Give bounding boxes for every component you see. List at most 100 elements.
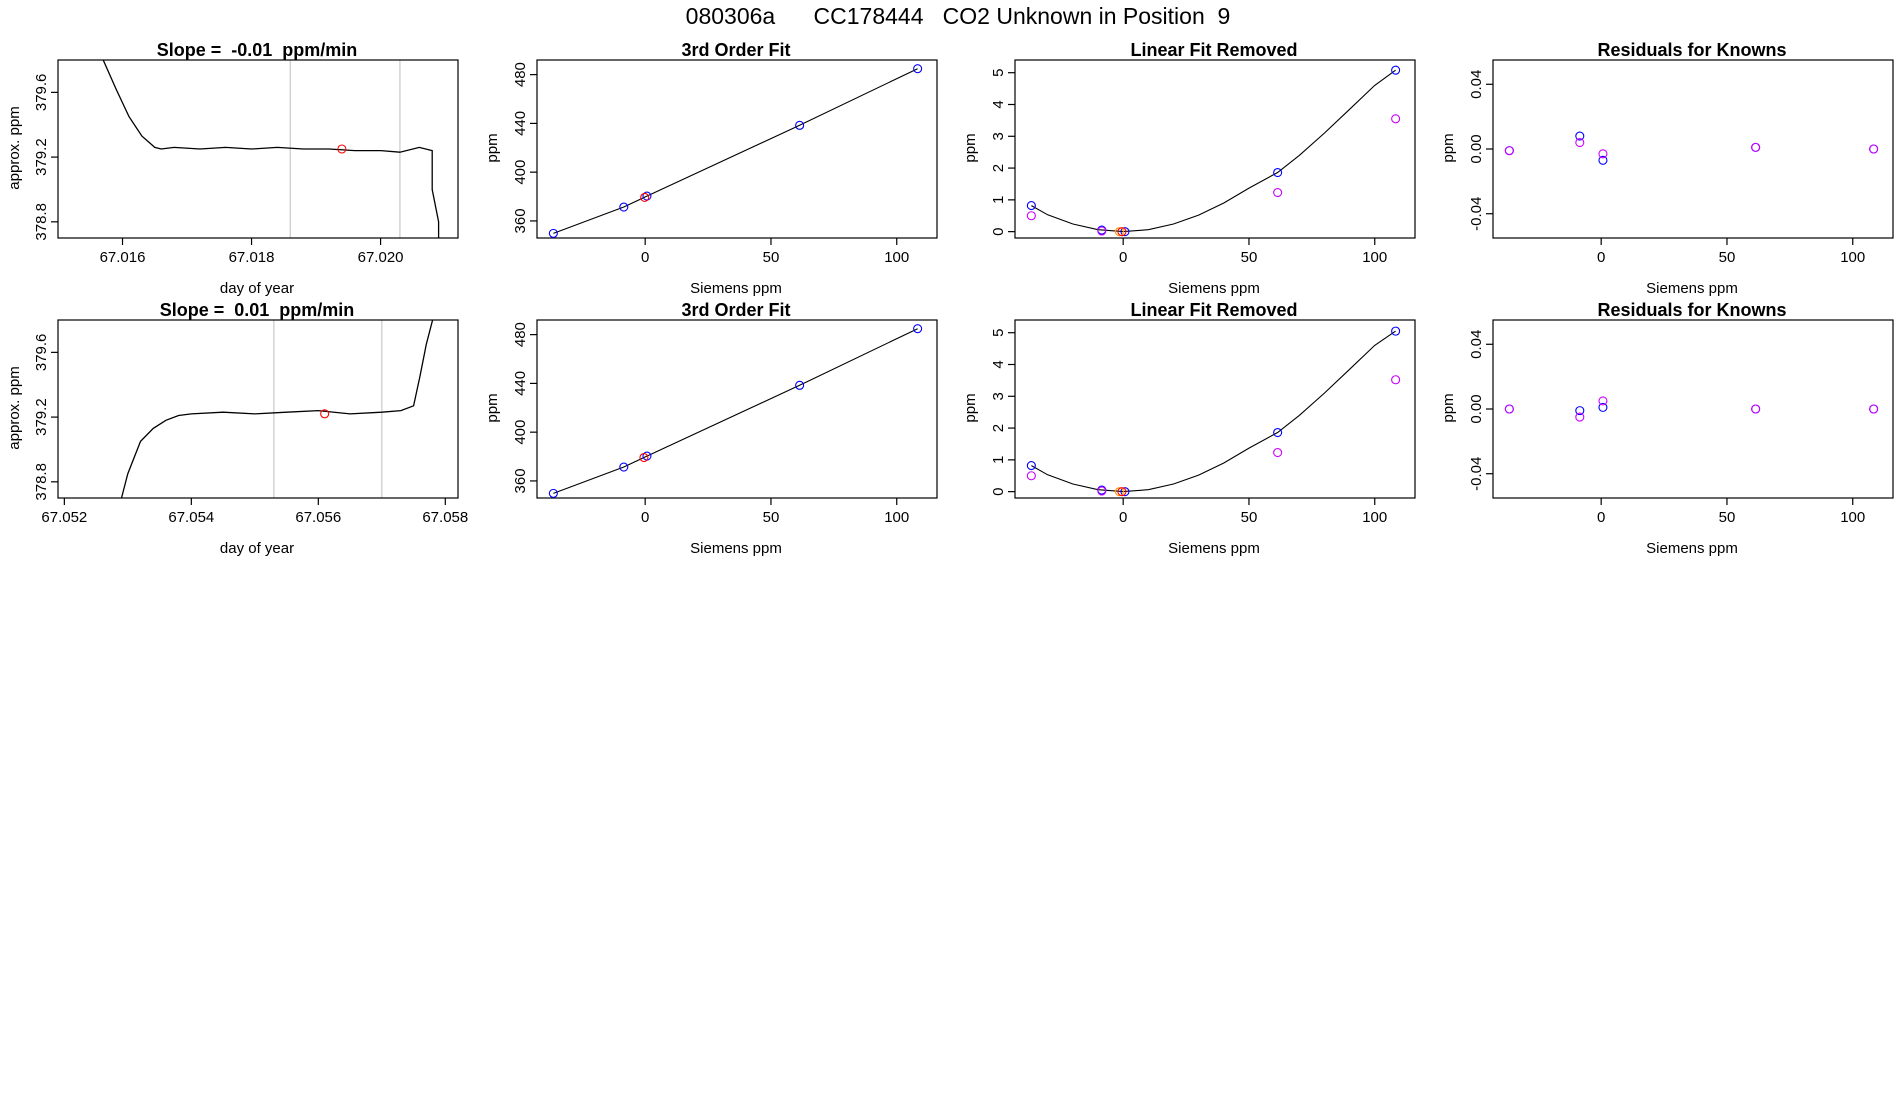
panel-3-point-known-5	[1391, 65, 1401, 75]
panel-3-ylabel: ppm	[962, 133, 979, 162]
panel-2-frame	[536, 59, 938, 239]
panel-7-frame	[1014, 319, 1416, 499]
panel-2-fit-curve	[553, 68, 918, 234]
panel-8-residuals: Residuals for Knowns Siemens ppm ppm	[1440, 300, 1787, 557]
panel-7-title: Linear Fit Removed	[1130, 300, 1297, 320]
panel-5-x-tick-label-1: 67.052	[41, 509, 87, 526]
panel-7-y-tick-label-2: 1	[990, 456, 1007, 464]
panel-8-point-alt-8	[1598, 396, 1608, 406]
panel-8-point-alt-9	[1751, 404, 1761, 414]
panel-6-y-tick-label-1: 360	[512, 468, 529, 493]
panel-4-point-alt-6	[1504, 146, 1514, 156]
panel-7-fit-curve	[1031, 330, 1396, 493]
panel-1-time-series: Slope = -0.01 ppm/min day of year approx…	[6, 40, 357, 297]
panel-8-xlabel: Siemens ppm	[1646, 540, 1738, 557]
panel-6-point-known-2	[619, 462, 629, 472]
panel-5-series-line-1	[120, 320, 434, 498]
panel-7-point-alt-9	[1391, 375, 1401, 385]
panel-8-point-alt-10	[1869, 404, 1879, 414]
panel-7-point-known-5	[1391, 326, 1401, 336]
panel-3-point-fit_alt-10	[1114, 227, 1124, 237]
panel-7-y-tick-label-3: 2	[990, 424, 1007, 432]
panel-2-third-order-fit: 3rd Order Fit Siemens ppm ppm	[484, 40, 791, 297]
panel-6-x-tick-label-1: 0	[641, 509, 649, 526]
panel-6-y-tick-label-3: 440	[512, 371, 529, 396]
panel-5-y-tick-label-3: 379.6	[33, 334, 50, 372]
panel-7-linear-fit-removed: Linear Fit Removed Siemens ppm ppm	[962, 300, 1298, 557]
panel-1-plot-area: 67.016 67.018 67.020 378.8 379.2 379.6	[33, 59, 459, 266]
panel-7-point-alt-8	[1273, 447, 1283, 458]
panel-5-title: Slope = 0.01 ppm/min	[160, 300, 355, 320]
panel-6-point-known-4	[795, 380, 805, 390]
panel-3-x-tick-label-2: 50	[1241, 249, 1258, 266]
panel-8-x-tick-label-3: 100	[1840, 509, 1865, 526]
panel-6-xlabel: Siemens ppm	[690, 540, 782, 557]
panel-3-y-tick-label-6: 5	[990, 69, 1007, 77]
panel-8-y-tick-label-2: 0.00	[1468, 394, 1485, 423]
panel-7-plot-area: 0 50 100 0 1 2 3 4 5	[990, 319, 1416, 526]
panel-2-point-known-3	[642, 191, 652, 201]
panel-7-point-alt-7	[1097, 486, 1107, 496]
panel-8-title: Residuals for Knowns	[1597, 300, 1786, 320]
panel-3-y-tick-label-3: 2	[990, 164, 1007, 172]
panel-2-x-tick-label-3: 100	[884, 249, 909, 266]
panel-7-y-tick-label-5: 4	[990, 360, 1007, 368]
panel-3-plot-area: 0 50 100 0 1 2 3 4 5	[990, 59, 1416, 266]
panel-1-x-tick-label-1: 67.016	[100, 249, 146, 266]
panel-3-point-alt-7	[1097, 226, 1107, 236]
panel-8-ylabel: ppm	[1440, 393, 1457, 422]
panel-5-y-tick-label-2: 379.2	[33, 398, 50, 436]
panel-6-x-tick-label-2: 50	[763, 509, 780, 526]
panel-1-frame	[57, 59, 459, 239]
panel-6-ylabel: ppm	[484, 393, 501, 422]
panel-4-frame	[1492, 59, 1894, 239]
panel-7-point-known-4	[1273, 427, 1283, 438]
panel-3-fit-curve	[1031, 69, 1396, 233]
panel-8-point-alt-6	[1504, 404, 1514, 414]
panel-4-plot-area: 0 50 100 -0.04 0.00 0.04	[1468, 59, 1894, 266]
panel-7-xlabel: Siemens ppm	[1168, 540, 1260, 557]
panel-6-y-tick-label-4: 480	[512, 322, 529, 347]
panel-2-y-tick-label-4: 480	[512, 62, 529, 87]
panel-5-plot-area: 67.052 67.054 67.056 67.058 378.8 379.2 379.6	[33, 319, 468, 526]
panel-5-x-tick-label-4: 67.058	[422, 509, 468, 526]
panel-6-third-order-fit: 3rd Order Fit Siemens ppm ppm	[484, 300, 791, 557]
panel-4-y-tick-label-3: 0.04	[1468, 70, 1485, 99]
panel-7-x-tick-label-1: 0	[1119, 509, 1127, 526]
panel-6-x-tick-label-3: 100	[884, 509, 909, 526]
panel-7-y-tick-label-6: 5	[990, 329, 1007, 337]
panel-3-point-alt-6	[1026, 211, 1036, 221]
panel-5-x-tick-label-3: 67.056	[295, 509, 341, 526]
panel-2-point-known-5	[913, 64, 923, 74]
panel-4-residuals: Residuals for Knowns Siemens ppm ppm	[1440, 40, 1787, 297]
panel-2-x-tick-label-2: 50	[763, 249, 780, 266]
panel-3-point-known-3	[1120, 227, 1130, 237]
panel-3-x-tick-label-3: 100	[1362, 249, 1387, 266]
panel-5-point-unknown-1	[320, 409, 330, 419]
panel-1-ylabel: approx. ppm	[6, 106, 23, 189]
panel-8-y-tick-label-1: -0.04	[1468, 457, 1485, 491]
panel-6-point-known-5	[913, 324, 923, 334]
panel-4-ylabel: ppm	[1440, 133, 1457, 162]
panel-3-xlabel: Siemens ppm	[1168, 280, 1260, 297]
panel-1-y-tick-label-1: 378.8	[33, 203, 50, 241]
panel-7-x-tick-label-2: 50	[1241, 509, 1258, 526]
panel-8-point-alt-7	[1575, 412, 1585, 422]
panel-2-y-tick-label-1: 360	[512, 208, 529, 233]
panel-5-xlabel: day of year	[220, 540, 294, 557]
panel-3-x-tick-label-1: 0	[1119, 249, 1127, 266]
panel-1-y-tick-label-3: 379.6	[33, 74, 50, 112]
panel-2-ylabel: ppm	[484, 133, 501, 162]
figure-title: 080306a CC178444 CO2 Unknown in Position…	[686, 3, 1231, 29]
panel-5-frame	[57, 319, 459, 499]
panel-2-point-unknown-6	[640, 192, 650, 202]
panel-2-y-tick-label-3: 440	[512, 111, 529, 136]
panel-4-point-alt-9	[1751, 142, 1761, 152]
panel-5-x-tick-label-2: 67.054	[168, 509, 214, 526]
panel-1-x-tick-label-3: 67.020	[358, 249, 404, 266]
panel-3-y-tick-label-5: 4	[990, 100, 1007, 108]
panel-4-point-known-2	[1575, 131, 1585, 141]
panel-8-x-tick-label-1: 0	[1597, 509, 1605, 526]
panel-3-y-tick-label-1: 0	[990, 227, 1007, 235]
